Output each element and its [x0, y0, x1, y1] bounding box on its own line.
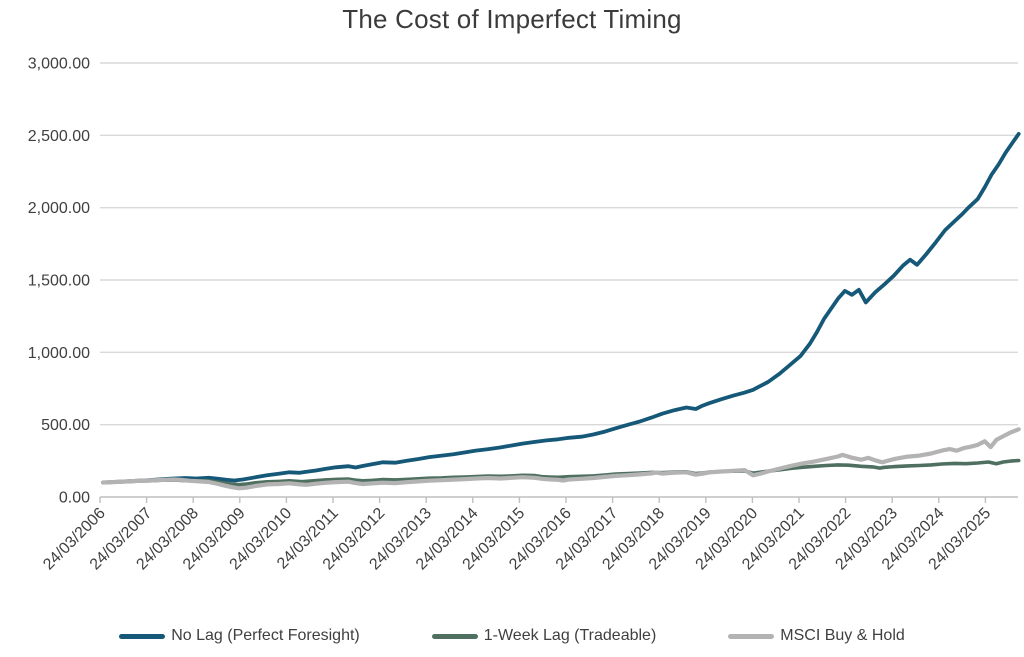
legend-label-no-lag: No Lag (Perfect Foresight) — [171, 627, 360, 644]
y-tick-label-1500: 1,500.00 — [28, 273, 90, 290]
legend-item-one-week-lag: 1-Week Lag (Tradeable) — [431, 627, 657, 645]
series-line-no-lag — [101, 132, 1021, 485]
x-axis — [99, 496, 1018, 503]
legend-item-msci-buy-hold: MSCI Buy & Hold — [728, 627, 905, 645]
y-tick-label-2000: 2,000.00 — [28, 200, 90, 217]
y-tick-label-0: 0.00 — [59, 490, 90, 507]
y-tick-label-3000: 3,000.00 — [28, 56, 90, 73]
y-tick-label-1000: 1,000.00 — [28, 345, 90, 362]
gridlines — [100, 62, 1018, 426]
y-axis-tick-labels: 0.00 500.00 1,000.00 1,500.00 2,000.00 2,500.… — [28, 56, 90, 507]
legend-item-no-lag: No Lag (Perfect Foresight) — [119, 627, 360, 645]
legend-swatch-msci-buy-hold — [728, 633, 775, 639]
series-line-msci-buy-hold — [100, 427, 1021, 491]
y-tick-label-2500: 2,500.00 — [28, 128, 90, 145]
legend-swatch-no-lag — [119, 633, 166, 639]
legend-label-msci-buy-hold: MSCI Buy & Hold — [780, 627, 905, 644]
legend-label-one-week-lag: 1-Week Lag (Tradeable) — [483, 627, 657, 644]
y-tick-label-500: 500.00 — [41, 417, 90, 434]
series-lines — [100, 132, 1021, 491]
legend-swatch-one-week-lag — [431, 633, 478, 639]
series-line-one-week-lag — [101, 458, 1021, 487]
chart-title: The Cost of Imperfect Timing — [342, 4, 682, 34]
x-axis-tick-labels: 24/03/200624/03/200724/03/200824/03/2009… — [40, 505, 994, 574]
legend: No Lag (Perfect Foresight) 1-Week Lag (T… — [0, 627, 1024, 645]
